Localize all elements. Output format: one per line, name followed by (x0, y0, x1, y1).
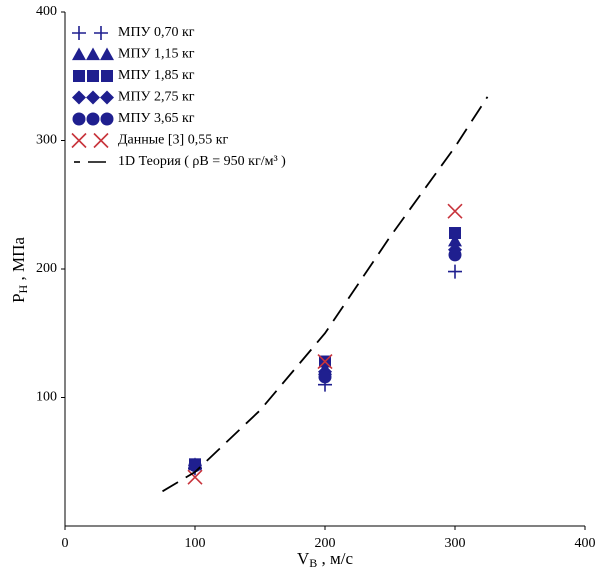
x-tick-label: 200 (315, 536, 336, 551)
theory-line (162, 96, 489, 493)
legend-label: МПУ 1,15 кг (118, 47, 195, 62)
legend-marker (94, 26, 108, 40)
legend-label: МПУ 1,85 кг (118, 68, 195, 83)
point (101, 70, 113, 82)
legend-marker (93, 132, 109, 149)
point (100, 112, 114, 126)
point (86, 47, 100, 61)
point (72, 47, 86, 61)
point (448, 248, 462, 262)
point (100, 90, 114, 105)
point (73, 70, 85, 82)
y-tick-label: 300 (36, 133, 57, 148)
legend-marker (71, 132, 87, 149)
point (448, 233, 462, 247)
point (86, 112, 100, 126)
y-tick-label: 400 (36, 4, 57, 19)
point (318, 370, 332, 384)
point (72, 90, 86, 105)
x-tick-label: 400 (575, 536, 596, 551)
point (100, 47, 114, 61)
point (317, 353, 333, 370)
point (87, 70, 99, 82)
x-tick-label: 100 (185, 536, 206, 551)
legend-label: МПУ 2,75 кг (118, 90, 195, 105)
y-axis-label: PH , МПа (9, 237, 30, 303)
legend-marker (72, 26, 86, 40)
x-tick-label: 0 (62, 536, 69, 551)
point (447, 203, 463, 219)
legend-label: МПУ 0,70 кг (118, 25, 195, 40)
legend-label: 1D Теория ( ρB = 950 кг/м³ ) (118, 154, 286, 169)
point (448, 264, 462, 279)
x-tick-label: 300 (445, 536, 466, 551)
legend-label: Данные [3] 0,55 кг (118, 133, 228, 148)
point (187, 469, 203, 485)
y-tick-label: 100 (36, 390, 57, 405)
point (188, 459, 202, 473)
point (86, 90, 100, 105)
legend-label: МПУ 3,65 кг (118, 111, 195, 126)
point (72, 112, 86, 126)
point (449, 227, 461, 240)
x-axis-label: VB , м/с (297, 549, 354, 570)
y-tick-label: 200 (36, 261, 57, 276)
